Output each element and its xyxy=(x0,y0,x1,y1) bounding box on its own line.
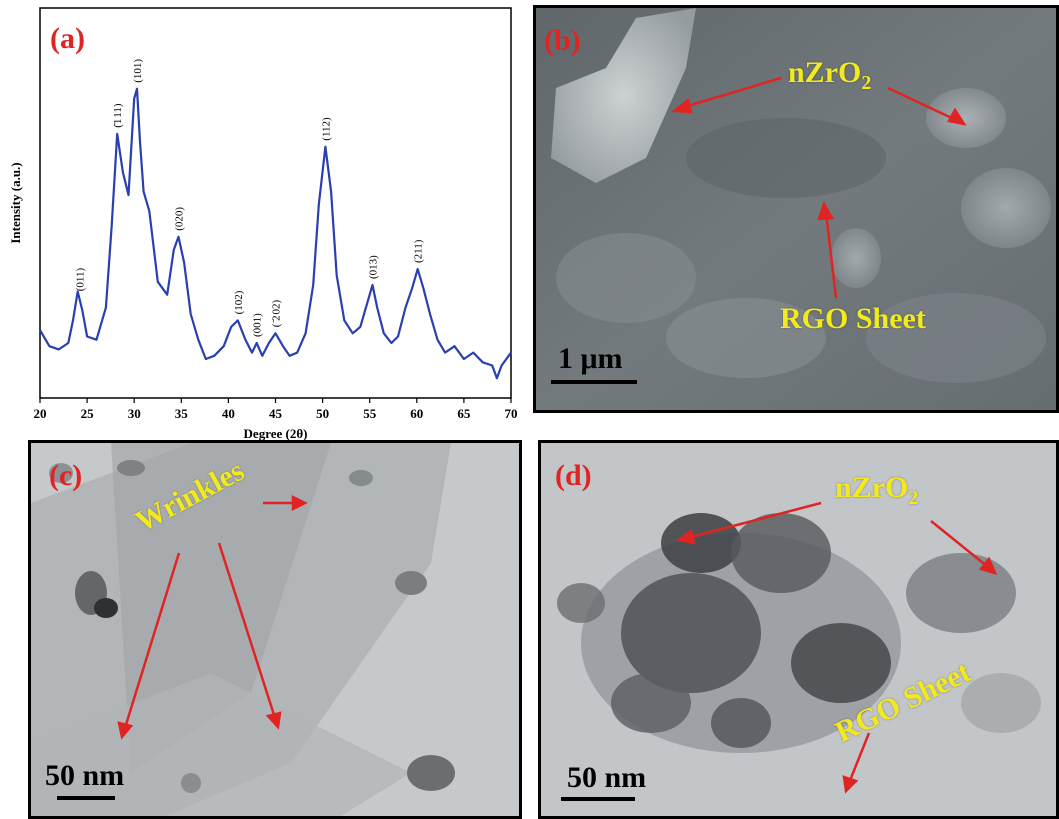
peak-label: (001) xyxy=(252,313,264,337)
panel-label-b: (b) xyxy=(544,24,581,57)
panel-label-a: (a) xyxy=(50,22,85,55)
scale-bar xyxy=(551,380,637,384)
scale-bar-label-c: 50 nm xyxy=(45,759,125,792)
y-axis-label: Intensity (a.u.) xyxy=(8,162,23,243)
x-tick-label: 55 xyxy=(363,406,377,421)
tem-image-panel-d: (d) nZrO2 RGO Sheet 50 nm xyxy=(538,440,1059,819)
x-tick-label: 70 xyxy=(505,406,518,421)
panel-label-c: (c) xyxy=(49,459,83,492)
peak-label: (101) xyxy=(132,59,144,83)
peak-label: ( ̄2 02) xyxy=(271,299,283,327)
plot-frame xyxy=(39,7,512,399)
scale-bar-d xyxy=(561,797,635,801)
x-tick-label: 45 xyxy=(269,406,283,421)
x-tick-label: 20 xyxy=(34,406,47,421)
xrd-trace xyxy=(39,87,512,380)
rgo-sheet-label: RGO Sheet xyxy=(780,302,926,335)
scale-bar-label: 1 μm xyxy=(558,342,623,375)
peak-label: (112) xyxy=(320,117,332,141)
x-axis-label: Degree (2θ) xyxy=(244,426,308,441)
peak-label: (020) xyxy=(174,207,186,231)
sem-micrograph xyxy=(536,8,1056,410)
x-tick-label: 35 xyxy=(175,406,189,421)
xrd-chart: 20 25 30 35 40 45 50 55 60 65 70 Degree (2θ) Intensi… xyxy=(8,7,518,441)
sem-image-panel: (b) nZrO2 RGO Sheet 1 μm xyxy=(533,5,1059,413)
peak-label: (̄1 11) xyxy=(112,103,124,128)
peak-label: (011) xyxy=(75,268,87,292)
peak-label: (211) xyxy=(413,239,425,263)
scale-bar-label-d: 50 nm xyxy=(567,761,647,794)
scale-bar-c xyxy=(57,796,115,800)
tem-micrograph-d xyxy=(541,443,1056,816)
nzro2-label-d: nZrO2 xyxy=(835,471,919,509)
x-tick-label: 25 xyxy=(81,406,95,421)
nzro2-label: nZrO2 xyxy=(788,56,872,94)
xrd-chart-panel: 20 25 30 35 40 45 50 55 60 65 70 Degree (2θ) Intensi… xyxy=(0,0,522,450)
x-tick-label: 50 xyxy=(316,406,329,421)
panel-label-d: (d) xyxy=(555,459,592,492)
x-tick-label: 40 xyxy=(222,406,235,421)
x-tick-label: 60 xyxy=(410,406,423,421)
peak-label: (102) xyxy=(233,290,245,314)
x-tick-label: 30 xyxy=(128,406,141,421)
peak-label: (013) xyxy=(368,255,380,279)
x-tick-label: 65 xyxy=(457,406,471,421)
tem-micrograph-c xyxy=(31,443,519,816)
tem-image-panel-c: (c) Wrinkles 50 nm xyxy=(28,440,522,819)
